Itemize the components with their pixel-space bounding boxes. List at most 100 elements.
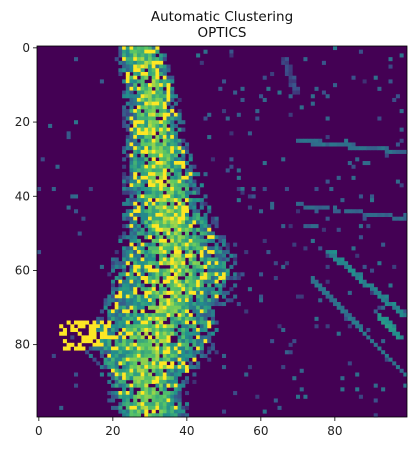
heatmap-cell	[162, 71, 167, 77]
heatmap-cell	[159, 298, 164, 303]
heatmap-cell	[122, 331, 127, 336]
heatmap-cell	[136, 257, 141, 262]
heatmap-cell	[270, 205, 275, 210]
heatmap-cell	[173, 409, 178, 414]
heatmap-cell	[155, 123, 160, 128]
heatmap-cell	[188, 216, 193, 221]
heatmap-cell	[118, 49, 123, 54]
heatmap-cell	[125, 60, 130, 65]
heatmap-cell	[114, 357, 119, 362]
heatmap-cell	[148, 135, 153, 140]
heatmap-cell	[136, 194, 141, 199]
heatmap-cell	[107, 313, 112, 318]
heatmap-cell	[177, 220, 182, 225]
heatmap-cell	[162, 90, 167, 95]
heatmap-cell	[125, 342, 130, 347]
heatmap-cell	[162, 305, 167, 310]
heatmap-cell	[373, 398, 378, 403]
heatmap-cell	[181, 361, 186, 366]
heatmap-cell	[125, 257, 130, 262]
heatmap-cell	[381, 298, 386, 303]
heatmap-cell	[284, 71, 289, 77]
heatmap-cell	[185, 327, 190, 333]
heatmap-cell	[144, 71, 149, 77]
heatmap-cell	[177, 335, 182, 340]
heatmap-cell	[210, 346, 215, 351]
heatmap-cell	[99, 335, 104, 340]
heatmap-cell	[144, 298, 149, 303]
heatmap-cell	[170, 238, 175, 243]
heatmap-cell	[292, 339, 297, 344]
heatmap-cell	[181, 175, 186, 180]
heatmap-cell	[118, 264, 123, 269]
heatmap-cell	[277, 90, 282, 95]
heatmap-cell	[181, 313, 186, 318]
heatmap-cell	[314, 186, 319, 192]
heatmap-cell	[177, 346, 182, 351]
heatmap-cell	[181, 339, 186, 344]
heatmap-cell	[166, 242, 171, 247]
heatmap-cell	[133, 64, 138, 69]
heatmap-cell	[122, 394, 127, 399]
heatmap-cell	[136, 283, 141, 288]
heatmap-cell	[181, 279, 186, 284]
heatmap-cell	[292, 79, 297, 84]
heatmap-cell	[155, 79, 160, 84]
heatmap-cell	[181, 365, 186, 370]
heatmap-cell	[159, 57, 164, 62]
heatmap-cell	[185, 186, 190, 192]
heatmap-cell	[159, 250, 164, 255]
heatmap-cell	[151, 183, 156, 188]
heatmap-cell	[159, 220, 164, 225]
heatmap-cell	[329, 186, 334, 192]
heatmap-cell	[144, 220, 149, 225]
heatmap-cell	[207, 324, 212, 329]
heatmap-cell	[207, 227, 212, 232]
heatmap-cell	[362, 216, 367, 221]
heatmap-cell	[162, 413, 167, 418]
heatmap-cell	[144, 242, 149, 247]
heatmap-cell	[188, 190, 193, 195]
heatmap-cell	[159, 112, 164, 117]
heatmap-cell	[185, 342, 190, 347]
heatmap-cell	[103, 346, 108, 351]
heatmap-cell	[236, 175, 241, 180]
heatmap-cell	[140, 138, 145, 143]
heatmap-cell	[151, 313, 156, 318]
heatmap-cell	[185, 353, 190, 358]
heatmap-cell	[388, 320, 393, 325]
heatmap-cell	[136, 383, 141, 388]
heatmap-cell	[299, 201, 304, 206]
heatmap-cell	[177, 127, 182, 132]
heatmap-cell	[133, 94, 138, 99]
heatmap-cell	[381, 212, 386, 218]
heatmap-cell	[136, 350, 141, 355]
heatmap-cell	[136, 391, 141, 396]
heatmap-cell	[366, 335, 371, 340]
heatmap-cell	[129, 138, 134, 143]
heatmap-cell	[144, 190, 149, 195]
heatmap-cell	[181, 157, 186, 162]
heatmap-cell	[210, 250, 215, 255]
heatmap-cell	[207, 250, 212, 255]
heatmap-cell	[177, 387, 182, 392]
heatmap-cell	[114, 372, 119, 377]
heatmap-cell	[166, 131, 171, 136]
heatmap-cell	[111, 279, 116, 284]
heatmap-cell	[255, 109, 260, 114]
heatmap-cell	[336, 175, 341, 180]
heatmap-cell	[151, 79, 156, 84]
heatmap-cell	[118, 301, 123, 307]
heatmap-cell	[125, 175, 130, 180]
heatmap-cell	[266, 250, 271, 255]
heatmap-cell	[351, 175, 356, 180]
heatmap-cell	[136, 324, 141, 329]
heatmap-cell	[166, 224, 171, 229]
heatmap-cell	[140, 212, 145, 218]
heatmap-cell	[144, 413, 149, 418]
heatmap-cell	[192, 179, 197, 184]
heatmap-cell	[177, 157, 182, 162]
heatmap-cell	[170, 146, 175, 151]
heatmap-cell	[140, 220, 145, 225]
heatmap-cell	[107, 350, 112, 355]
